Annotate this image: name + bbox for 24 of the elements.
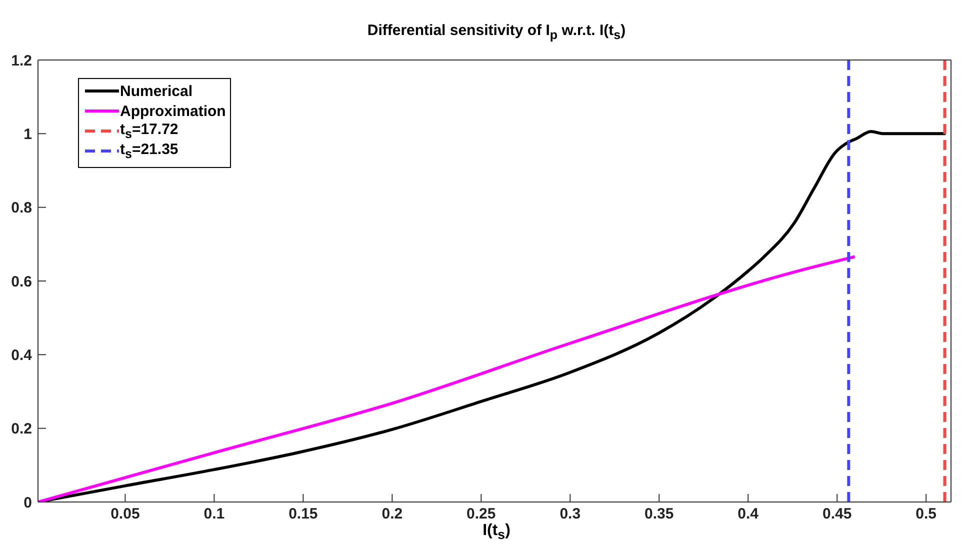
y-tick-label: 1 — [24, 126, 32, 143]
line-series — [38, 255, 856, 502]
y-tick-label: 0.2 — [11, 420, 32, 438]
y-tick-label: 0.8 — [11, 200, 32, 217]
x-tick-label: 0.5 — [916, 506, 937, 523]
x-tick-label: 0.25 — [466, 506, 496, 523]
legend-label: t$_{s}$=21.35 — [120, 141, 178, 161]
legend-label: Numerical — [120, 82, 193, 100]
legend-label: t$_{s}$=17.72 — [120, 121, 178, 141]
x-tick-label: 0.15 — [288, 506, 318, 523]
chart-title: Differential sensitivity of I$_{p}$ w.r.t. I(t$_{s}$) — [366, 22, 627, 42]
x-tick-label: 0.1 — [204, 506, 225, 523]
y-tick-label: 0 — [24, 494, 32, 512]
x-tick-label: 0.45 — [822, 506, 852, 523]
legend-label: Approximation — [120, 102, 226, 120]
x-tick-label: 0.3 — [560, 506, 581, 523]
y-tick-label: 1.2 — [11, 52, 32, 70]
x-tick-label: 0.2 — [382, 506, 403, 523]
y-tick-label: 0.6 — [11, 273, 32, 290]
x-tick-label: 0.35 — [644, 506, 674, 523]
x-axis-title: I(t$_{s}$) — [482, 522, 512, 542]
x-tick-label: 0.4 — [738, 506, 760, 523]
y-tick-label: 0.4 — [11, 346, 33, 364]
x-tick-label: 0.05 — [110, 506, 140, 523]
